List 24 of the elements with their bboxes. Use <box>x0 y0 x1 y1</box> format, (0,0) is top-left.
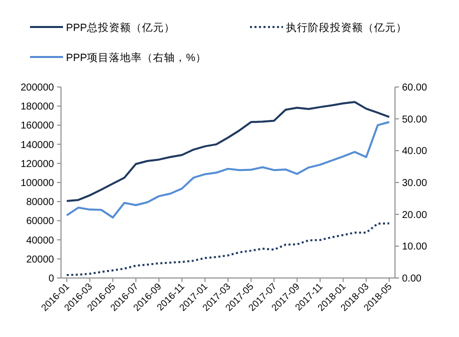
y-tick-label: 180000 <box>20 102 54 113</box>
y-tick-label: 60000 <box>26 216 54 228</box>
y-tick-label: 120000 <box>20 158 54 170</box>
legend-label: 执行阶段投资额（亿元） <box>286 21 407 34</box>
legend-label: PPP项目落地率（右轴，%） <box>66 51 206 64</box>
y-tick-label: 20000 <box>26 254 54 266</box>
y-tick-label: 100000 <box>20 178 54 189</box>
line-series <box>66 222 390 276</box>
y-tick-label: 160000 <box>20 120 54 132</box>
y2-tick-label: 0.00 <box>402 274 422 284</box>
y-tick-label: 140000 <box>20 140 54 151</box>
y-tick-label: 40000 <box>26 235 54 246</box>
y2-tick-label: 60.00 <box>402 82 428 94</box>
y2-tick-label: 30.00 <box>402 178 428 189</box>
y-tick-label: 200000 <box>20 82 54 94</box>
y2-tick-label: 20.00 <box>402 210 428 221</box>
legend-label: PPP总投资额（亿元） <box>66 21 176 34</box>
y2-tick-label: 10.00 <box>402 242 428 253</box>
line-series <box>66 100 390 202</box>
y2-tick-label: 50.00 <box>402 114 428 126</box>
y2-tick-label: 40.00 <box>402 146 428 158</box>
y-tick-label: 0 <box>48 274 54 284</box>
line-series <box>66 121 390 219</box>
y-tick-label: 80000 <box>26 197 54 208</box>
